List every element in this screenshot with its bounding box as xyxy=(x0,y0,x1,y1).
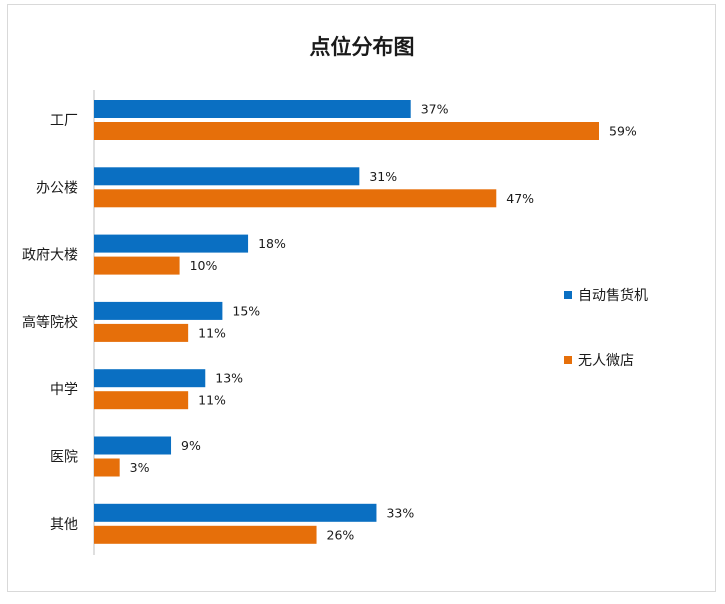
bar-series-1 xyxy=(94,100,411,118)
data-label: 13% xyxy=(215,371,243,386)
bar-series-2 xyxy=(94,122,599,140)
data-label: 11% xyxy=(198,325,226,340)
bar-series-2 xyxy=(94,525,317,544)
chart-title: 点位分布图 xyxy=(310,35,415,59)
data-label: 59% xyxy=(609,124,637,139)
data-label: 31% xyxy=(369,169,397,184)
bar-series-1 xyxy=(94,234,249,253)
bar-series-1 xyxy=(94,369,206,388)
data-label: 47% xyxy=(506,191,534,206)
legend-label: 自动售货机 xyxy=(578,287,648,304)
bar-series-2 xyxy=(94,391,189,410)
bar-series-2 xyxy=(94,323,189,342)
data-label: 10% xyxy=(190,258,218,273)
data-label: 3% xyxy=(130,460,150,475)
data-label: 26% xyxy=(327,527,355,542)
data-label: 18% xyxy=(258,236,286,251)
category-label: 政府大楼 xyxy=(22,248,78,264)
bar-series-1 xyxy=(94,167,360,186)
data-label: 15% xyxy=(232,303,260,318)
category-label: 中学 xyxy=(50,382,78,398)
bar-series-2 xyxy=(94,189,497,208)
data-label: 37% xyxy=(421,102,449,117)
category-label: 工厂 xyxy=(50,113,78,129)
bar-series-1 xyxy=(94,503,377,522)
category-label: 办公楼 xyxy=(36,180,78,196)
bars-layer: 工厂 37% 59% 办公楼 31% 47% 政府大楼 18% 10% 高等院校 15% 11% 中学 1… xyxy=(22,100,637,544)
bar-series-2 xyxy=(94,458,120,477)
legend-label: 无人微店 xyxy=(578,353,634,369)
data-label: 33% xyxy=(386,505,414,520)
category-label: 其他 xyxy=(50,517,78,533)
bar-series-2 xyxy=(94,256,180,275)
legend-swatch xyxy=(564,356,572,364)
category-label: 医院 xyxy=(50,450,78,466)
data-label: 9% xyxy=(181,438,201,453)
category-label: 高等院校 xyxy=(22,314,78,331)
bar-series-1 xyxy=(94,301,223,320)
legend-swatch xyxy=(564,291,572,299)
data-label: 11% xyxy=(198,393,226,408)
bar-series-1 xyxy=(94,436,172,455)
